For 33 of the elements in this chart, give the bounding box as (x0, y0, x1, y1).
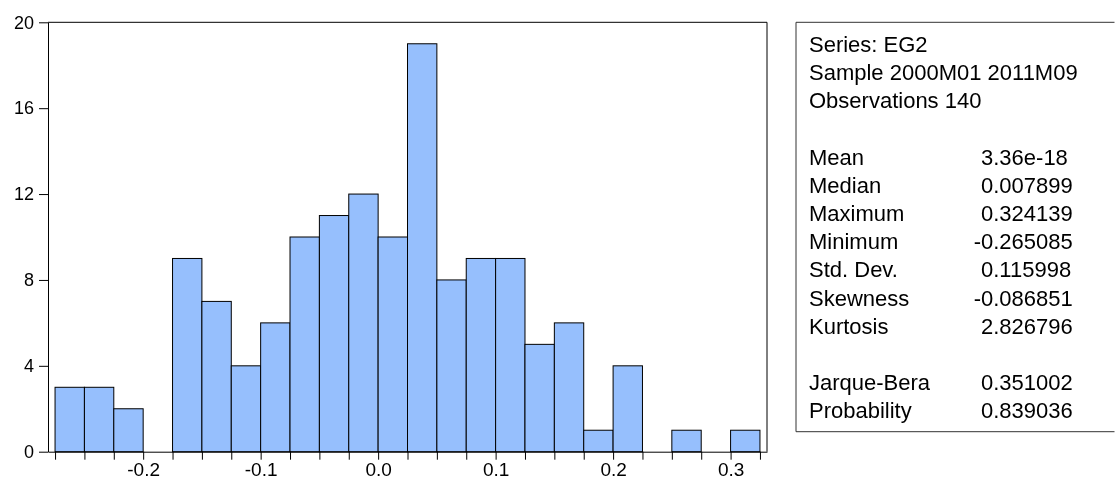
data-label: 0.115998 (981, 257, 1072, 283)
text: Sample 2000M01 2011M09 (809, 60, 1078, 85)
data-label: 3.36e-18 (981, 144, 1068, 170)
x-tick-label: 0.0 (365, 459, 392, 481)
y-tick-label: 0 (23, 441, 34, 462)
data-label: 0.324139 (981, 201, 1073, 226)
x-tick-label: 0.3 (717, 459, 745, 481)
category-label: Std. Dev. (809, 257, 898, 283)
category-label: Minimum (809, 229, 899, 255)
y-tick-label: 12 (13, 184, 34, 205)
category-label: Maximum (809, 201, 905, 226)
x-tick-label: 0.2 (600, 459, 627, 481)
x-tick-label: -0.2 (127, 459, 161, 481)
data-label: 2.826796 (981, 313, 1073, 339)
category-label: Median (809, 172, 882, 198)
x-tick-label: -0.1 (244, 459, 278, 481)
y-tick-label: 16 (13, 98, 34, 119)
category-label: Jarque-Bera (809, 370, 931, 396)
category-label: Probability (809, 398, 912, 424)
text: Series: EG2 (809, 31, 928, 57)
data-label: -0.086851 (973, 285, 1073, 311)
data-label: 0.007899 (981, 172, 1073, 198)
data-label: -0.265085 (973, 229, 1073, 255)
category-label: Kurtosis (809, 313, 889, 339)
data-label: 0.839036 (981, 398, 1073, 424)
text: Observations 140 (809, 88, 982, 114)
data-label: 0.351002 (981, 370, 1073, 396)
y-tick-label: 8 (23, 270, 34, 291)
y-tick-label: 4 (23, 356, 34, 377)
category-label: Skewness (809, 285, 910, 311)
category-label: Mean (809, 144, 865, 170)
x-tick-label: 0.1 (482, 459, 510, 481)
y-tick-label: 20 (13, 12, 34, 33)
